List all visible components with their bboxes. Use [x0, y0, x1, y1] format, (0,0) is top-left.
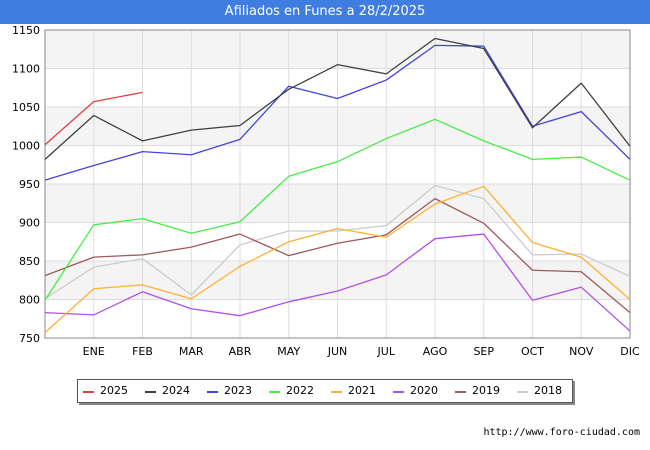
y-tick-label: 750: [19, 332, 40, 345]
y-tick-label: 1050: [12, 101, 40, 114]
series-line-2025: [44, 91, 143, 146]
legend-label: 2018: [534, 384, 562, 397]
source-text: http://www.foro-ciudad.com: [483, 427, 640, 438]
legend-swatch: [331, 391, 342, 393]
x-tick-label: ABR: [229, 345, 252, 358]
chart-legend: 2025 2024 2023 2022 2021 2020 2019 2018: [77, 379, 573, 403]
title-bar: [0, 0, 650, 24]
x-tick-label: FEB: [132, 345, 153, 358]
chart-title: Afiliados en Funes a 28/2/2025: [224, 4, 426, 19]
legend-swatch: [455, 391, 466, 393]
y-tick-label: 950: [19, 178, 40, 191]
x-tick-label: DIC: [620, 345, 640, 358]
y-tick-label: 1100: [12, 63, 40, 76]
series-line-2019: [44, 197, 631, 314]
legend-swatch: [207, 391, 218, 393]
legend-swatch: [83, 391, 94, 393]
x-tick-label: JUL: [377, 345, 396, 358]
series-line-2018: [44, 184, 631, 300]
x-tick-label: JUN: [327, 345, 348, 358]
x-tick-label: OCT: [521, 345, 544, 358]
series-line-2024: [44, 37, 631, 160]
y-tick-label: 900: [19, 217, 40, 230]
plot-frame: [44, 29, 631, 339]
x-tick-label: MAY: [277, 345, 300, 358]
x-tick-label: AGO: [423, 345, 448, 358]
x-tick-label: ENE: [83, 345, 105, 358]
legend-label: 2024: [162, 384, 190, 397]
legend-label: 2021: [348, 384, 376, 397]
legend-swatch: [269, 391, 280, 393]
x-tick-label: MAR: [179, 345, 204, 358]
legend-swatch: [393, 391, 404, 393]
legend-swatch: [145, 391, 156, 393]
legend-label: 2022: [286, 384, 314, 397]
series-line-2020: [44, 233, 631, 332]
y-tick-label: 850: [19, 255, 40, 268]
y-tick-label: 1150: [12, 24, 40, 37]
legend-label: 2025: [100, 384, 128, 397]
series-line-2021: [44, 185, 631, 334]
legend-swatch: [517, 391, 528, 393]
legend-label: 2019: [472, 384, 500, 397]
legend-label: 2023: [224, 384, 252, 397]
series-line-2022: [44, 118, 631, 301]
x-tick-label: NOV: [569, 345, 594, 358]
legend-label: 2020: [410, 384, 438, 397]
y-tick-label: 800: [19, 294, 40, 307]
y-tick-label: 1000: [12, 140, 40, 153]
series-line-2023: [44, 44, 631, 181]
x-tick-label: SEP: [473, 345, 494, 358]
